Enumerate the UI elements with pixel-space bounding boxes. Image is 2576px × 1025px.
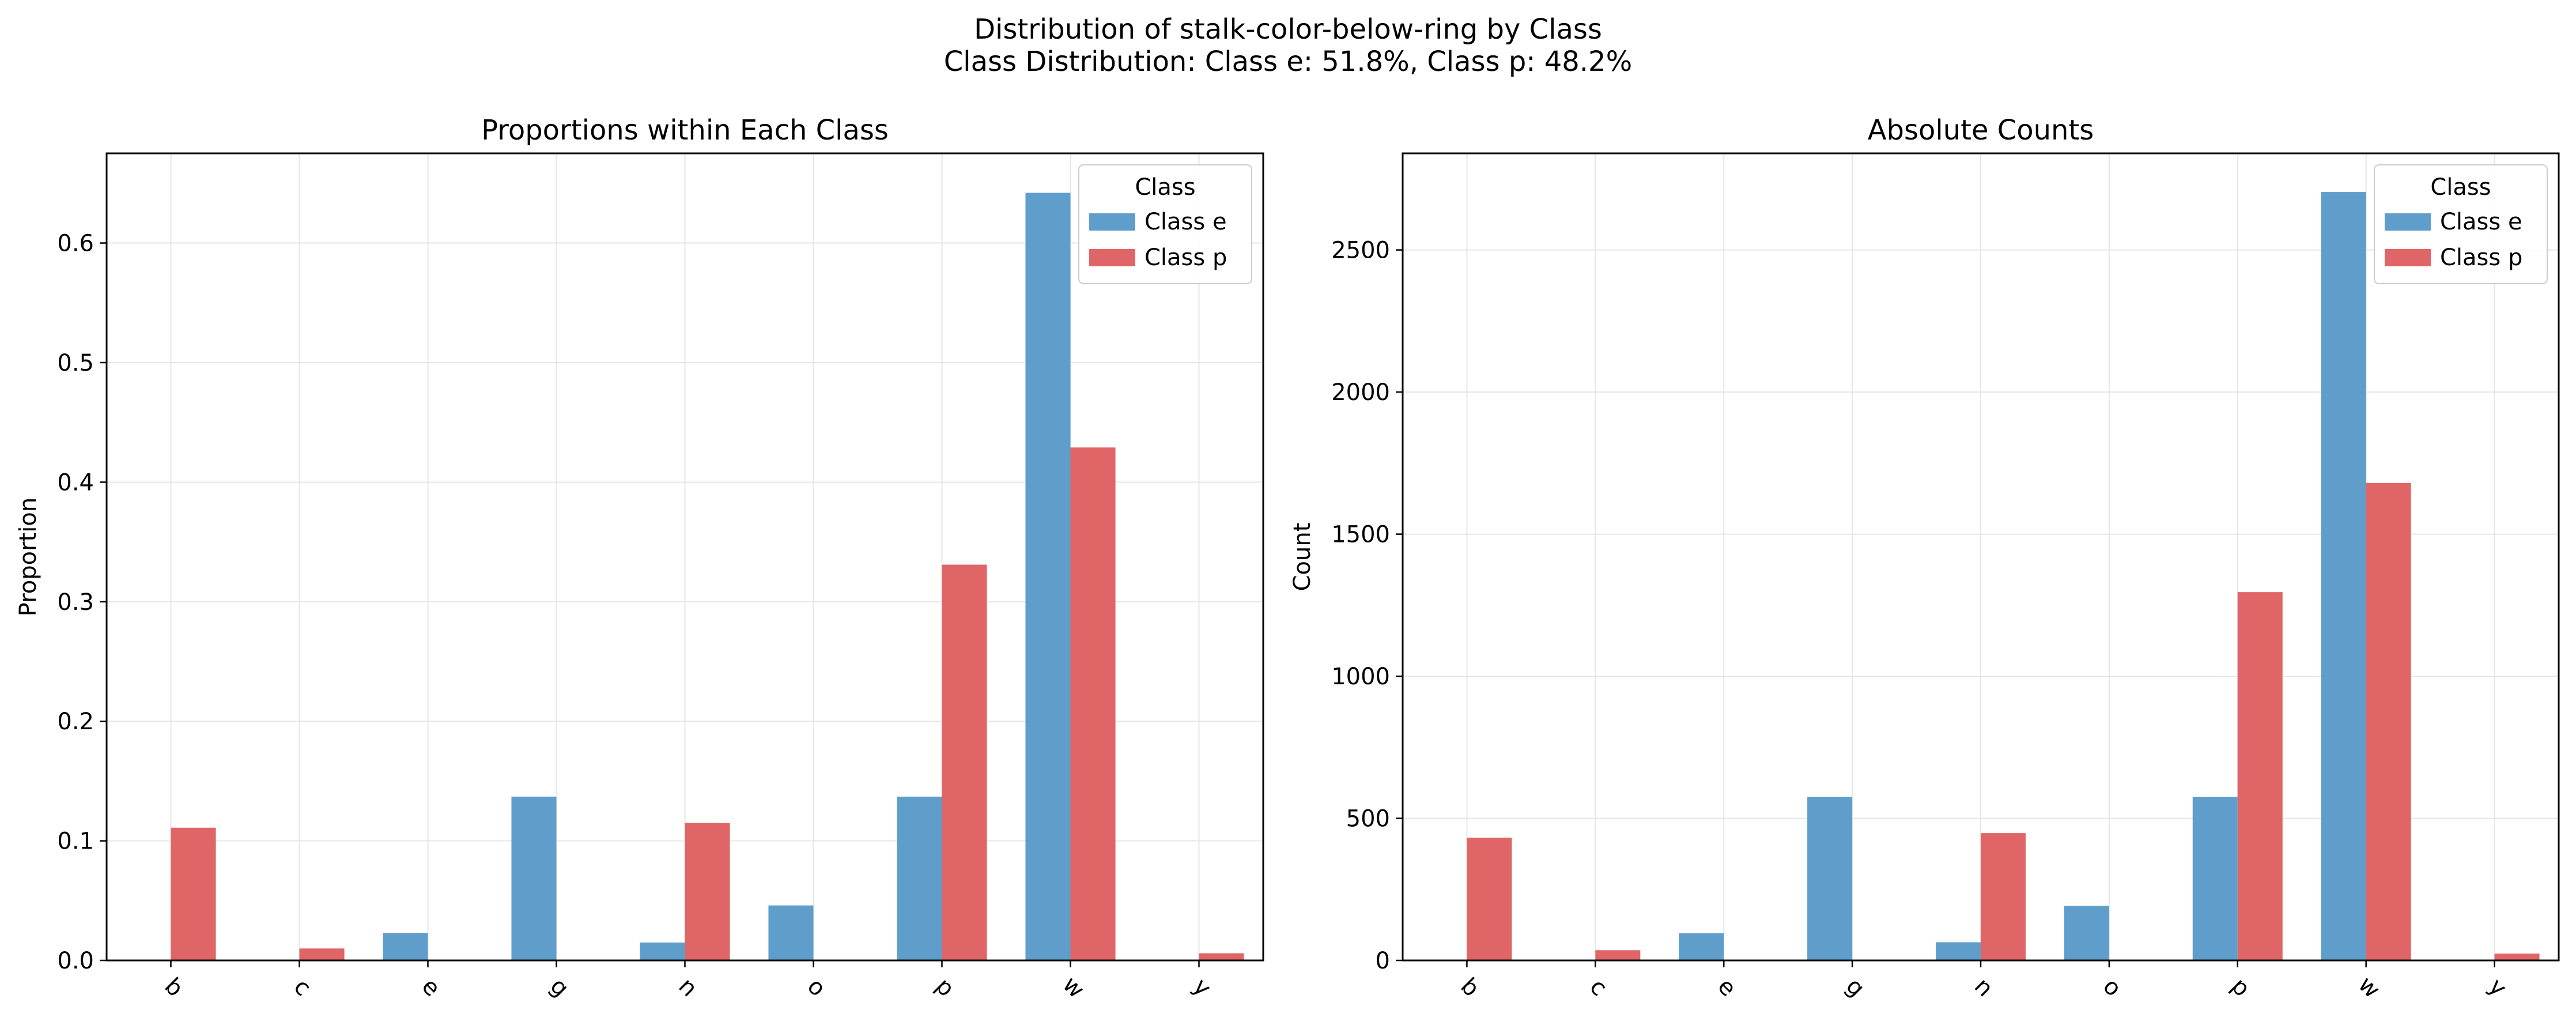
y-tick-label: 0.3 [57, 589, 94, 616]
y-axis-label: Count [1289, 523, 1316, 591]
panel-title: Absolute Counts [1868, 114, 2094, 146]
x-tick-label: o [2098, 973, 2126, 1002]
bar-class-e-g [1807, 797, 1853, 960]
bar-class-e-e [1679, 933, 1724, 960]
x-tick-label: w [1057, 971, 1090, 1004]
x-tick-label: e [1712, 973, 1741, 1002]
bar-class-p-p [942, 564, 987, 960]
chart-panel-1: 0.0 0.1 0.2 0.3 0.4 0.5 0.6 b c e g n o p w y Proportion… [15, 114, 1264, 1004]
bar-class-e-n [640, 942, 685, 960]
bar-class-p-w [1070, 447, 1116, 960]
bar-class-e-w [2321, 192, 2366, 961]
legend-label: Class p [1145, 244, 1227, 271]
y-tick-label: 2000 [1331, 379, 1390, 406]
y-tick-label: 0.2 [57, 709, 94, 735]
bar-class-e-p [897, 796, 942, 960]
bar-class-p-p [2237, 592, 2283, 960]
bar-class-e-n [1935, 942, 1981, 960]
legend-label: Class e [1145, 209, 1227, 235]
y-tick-label: 0 [1376, 948, 1390, 974]
y-tick-label: 500 [1346, 806, 1390, 832]
legend-swatch [1089, 213, 1135, 231]
x-tick-label: g [545, 973, 573, 1002]
y-tick-label: 0.4 [57, 469, 94, 496]
y-tick-label: 0.1 [57, 828, 94, 855]
bar-class-e-g [511, 796, 557, 960]
x-tick-label: y [2483, 973, 2511, 1001]
panel-title: Proportions within Each Class [481, 114, 889, 146]
x-tick-label: e [417, 973, 445, 1002]
y-tick-label: 1500 [1331, 522, 1390, 548]
legend-swatch [1089, 249, 1135, 266]
y-tick-label: 0.6 [57, 231, 94, 257]
x-tick-label: n [673, 973, 702, 1002]
bar-class-p-w [2366, 483, 2411, 960]
x-tick-label: w [2353, 971, 2385, 1004]
bar-class-e-w [1025, 193, 1071, 960]
x-tick-label: o [802, 973, 831, 1002]
bar-class-e-o [2064, 906, 2109, 960]
chart-panel-2: 0 500 1000 1500 2000 2500 b c e g n o p w y Absolute Co… [1289, 114, 2560, 1004]
x-tick-label: n [1969, 973, 1998, 1002]
bar-class-p-c [299, 948, 345, 960]
legend-label: Class e [2440, 209, 2522, 235]
legend-swatch [2385, 249, 2431, 266]
x-tick-label: g [1841, 973, 1869, 1002]
legend: Class Class e Class p [2374, 164, 2548, 284]
legend-swatch [2385, 213, 2431, 231]
y-tick-label: 1000 [1331, 664, 1390, 690]
bar-class-e-e [383, 933, 428, 960]
bar-class-p-c [1595, 950, 1641, 960]
y-tick-label: 2500 [1331, 238, 1390, 264]
legend-title: Class [1135, 174, 1195, 201]
y-axis-label: Proportion [15, 498, 41, 616]
x-tick-label: c [289, 974, 316, 1001]
bar-class-p-b [171, 827, 216, 960]
x-tick-label: p [930, 973, 959, 1002]
figure-subtitle: Class Distribution: Class e: 51.8%, Clas… [943, 46, 1633, 78]
bar-class-p-n [685, 823, 730, 960]
legend: Class Class e Class p [1078, 164, 1252, 284]
x-tick-label: y [1188, 973, 1216, 1001]
bar-class-p-y [2494, 954, 2540, 960]
bar-class-e-o [768, 905, 814, 960]
y-tick-label: 0.5 [57, 350, 94, 376]
x-tick-label: p [2226, 973, 2255, 1002]
x-tick-label: c [1584, 974, 1612, 1001]
x-tick-label: b [1455, 973, 1484, 1002]
legend-label: Class p [2440, 244, 2522, 271]
bar-class-p-n [1981, 833, 2026, 960]
bar-class-p-y [1199, 953, 1244, 960]
legend-title: Class [2430, 174, 2491, 201]
x-tick-label: b [159, 973, 188, 1002]
y-tick-label: 0.0 [57, 948, 94, 974]
bar-class-e-p [2192, 797, 2238, 960]
bar-class-p-b [1467, 838, 1512, 960]
figure-title: Distribution of stalk-color-below-ring b… [974, 13, 1602, 46]
